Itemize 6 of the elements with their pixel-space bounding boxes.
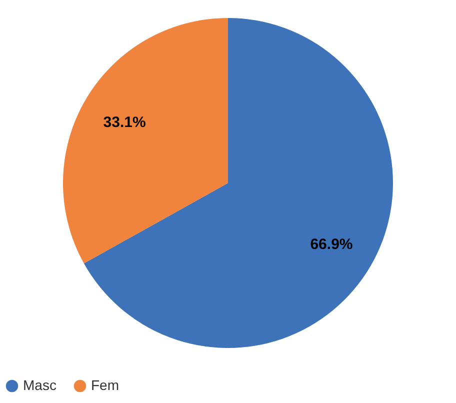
legend-label: Masc — [23, 377, 56, 393]
pie-slice — [84, 18, 393, 348]
data-label: 33.1% — [103, 114, 146, 132]
data-label: 66.9% — [310, 236, 353, 253]
pie-slice — [63, 18, 228, 264]
legend-label: Fem — [91, 377, 119, 393]
